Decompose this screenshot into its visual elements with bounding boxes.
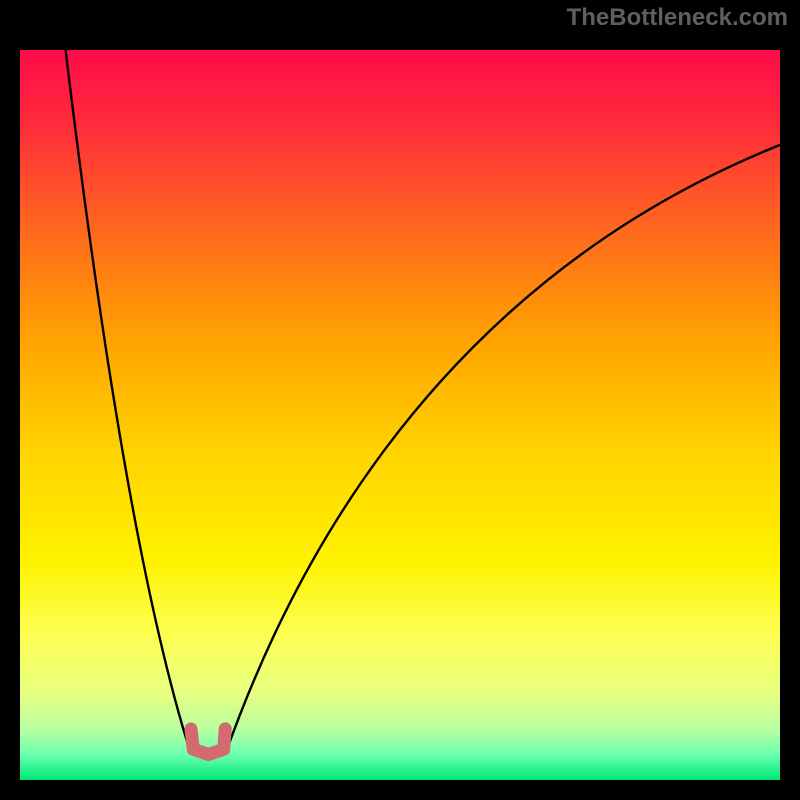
watermark-text: TheBottleneck.com [567, 4, 788, 32]
plot-area [20, 50, 780, 780]
chart-stage: TheBottleneck.com [0, 0, 800, 800]
bottleneck-curve [20, 50, 780, 780]
